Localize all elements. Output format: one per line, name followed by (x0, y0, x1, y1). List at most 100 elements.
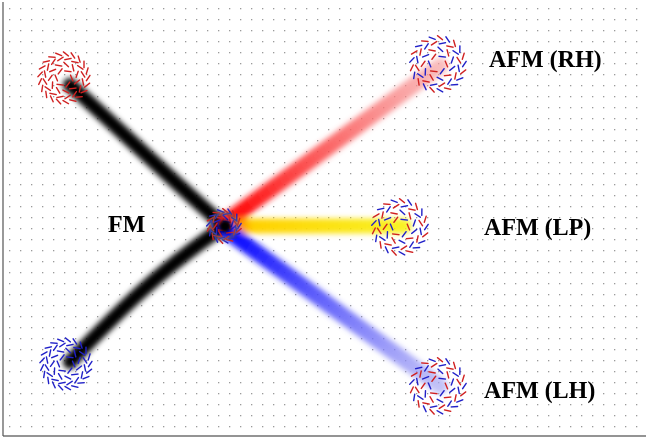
lattice-spin (438, 426, 440, 428)
lattice-spin (339, 415, 341, 417)
lattice-spin (9, 393, 11, 395)
lattice-spin (625, 173, 627, 175)
texture-spin (429, 73, 434, 81)
lattice-spin (119, 118, 121, 120)
lattice-spin (537, 261, 539, 263)
lattice-spin (218, 327, 220, 329)
lattice-spin (284, 393, 286, 395)
lattice-spin (570, 85, 572, 87)
lattice-spin (196, 360, 198, 362)
lattice-spin (438, 151, 440, 153)
lattice-spin (75, 415, 77, 417)
lattice-spin (471, 41, 473, 43)
lattice-spin (405, 140, 407, 142)
lattice-spin (9, 371, 11, 373)
texture-spin (438, 404, 446, 410)
lattice-spin (592, 261, 594, 263)
lattice-spin (570, 228, 572, 230)
lattice-spin (537, 195, 539, 197)
lattice-spin (394, 426, 396, 428)
lattice-spin (592, 173, 594, 175)
lattice-spin (339, 52, 341, 54)
lattice-spin (163, 85, 165, 87)
lattice-spin (504, 173, 506, 175)
lattice-spin (361, 239, 363, 241)
lattice-spin (438, 118, 440, 120)
lattice-spin (64, 250, 66, 252)
lattice-spin (482, 206, 484, 208)
texture-spin (398, 197, 406, 204)
lattice-spin (493, 250, 495, 252)
lattice-spin (515, 283, 517, 285)
lattice-spin (328, 129, 330, 131)
lattice-spin (383, 283, 385, 285)
texture-spin (417, 400, 420, 408)
lattice-spin (460, 140, 462, 142)
lattice-spin (449, 184, 451, 186)
lattice-spin (306, 195, 308, 197)
lattice-spin (42, 316, 44, 318)
lattice-spin (229, 305, 231, 307)
lattice-spin (185, 30, 187, 32)
texture-spin (444, 60, 449, 68)
lattice-spin (559, 261, 561, 263)
lattice-spin (537, 184, 539, 186)
lattice-spin (636, 140, 638, 142)
lattice-spin (581, 8, 583, 10)
lattice-spin (9, 404, 11, 406)
texture-spin (445, 358, 451, 365)
lattice-spin (218, 107, 220, 109)
lattice-spin (581, 19, 583, 21)
lattice-spin (383, 250, 385, 252)
lattice-spin (471, 426, 473, 428)
lattice-spin (64, 107, 66, 109)
lattice-spin (493, 19, 495, 21)
lattice-spin (625, 349, 627, 351)
lattice-spin (64, 96, 66, 98)
lattice-spin (42, 250, 44, 252)
lattice-spin (416, 173, 418, 175)
lattice-spin (284, 74, 286, 76)
lattice-spin (383, 118, 385, 120)
lattice-spin (460, 393, 462, 395)
lattice-spin (251, 19, 253, 21)
lattice-spin (130, 261, 132, 263)
lattice-spin (570, 195, 572, 197)
lattice-spin (394, 217, 396, 219)
lattice-spin (581, 382, 583, 384)
lattice-spin (130, 206, 132, 208)
lattice-spin (273, 151, 275, 153)
texture-spin (66, 343, 74, 347)
texture-spin (371, 227, 376, 235)
lattice-spin (372, 261, 374, 263)
lattice-spin (64, 415, 66, 417)
lattice-spin (42, 151, 44, 153)
lattice-spin (625, 217, 627, 219)
lattice-spin (229, 349, 231, 351)
lattice-spin (537, 206, 539, 208)
lattice-spin (229, 426, 231, 428)
lattice-spin (493, 129, 495, 131)
lattice-spin (526, 63, 528, 65)
lattice-spin (625, 151, 627, 153)
lattice-spin (493, 184, 495, 186)
lattice-spin (273, 63, 275, 65)
texture-spin (418, 240, 426, 244)
lattice-spin (207, 107, 209, 109)
lattice-spin (559, 415, 561, 417)
lattice-spin (405, 393, 407, 395)
lattice-spin (636, 195, 638, 197)
lattice-spin (306, 360, 308, 362)
lattice-spin (141, 107, 143, 109)
texture-spin (413, 71, 416, 80)
lattice-spin (108, 426, 110, 428)
lattice-spin (460, 316, 462, 318)
texture-spin (83, 82, 91, 88)
lattice-spin (526, 283, 528, 285)
lattice-spin (152, 63, 154, 65)
texture-spin (62, 51, 70, 57)
lattice-spin (185, 85, 187, 87)
lattice-spin (460, 19, 462, 21)
lattice-spin (361, 404, 363, 406)
